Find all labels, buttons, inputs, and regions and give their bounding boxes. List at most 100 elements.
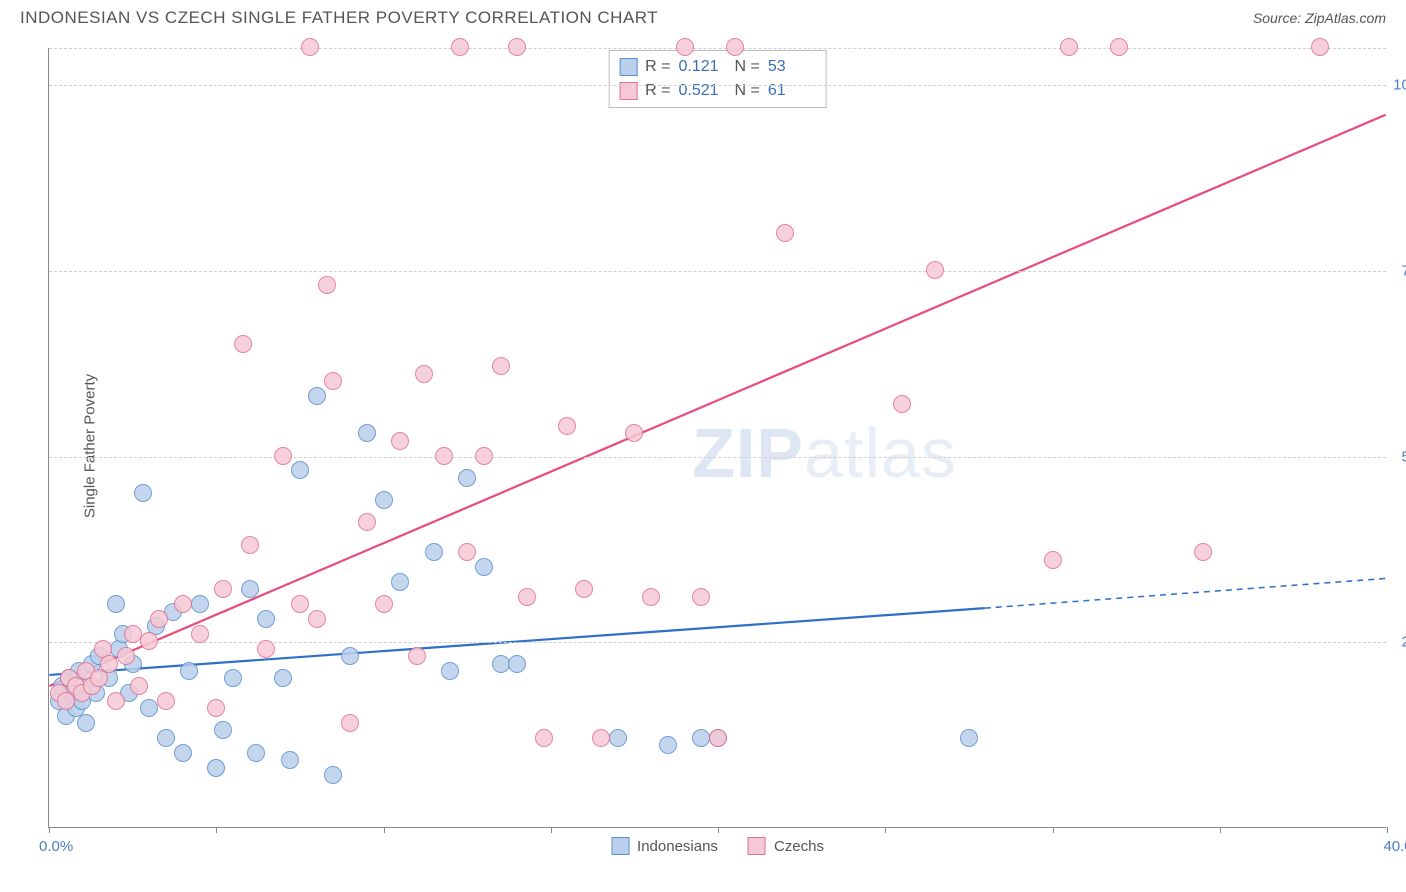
data-point-czechs — [1060, 38, 1078, 56]
x-tick — [216, 827, 217, 833]
x-tick — [885, 827, 886, 833]
data-point-czechs — [1110, 38, 1128, 56]
x-tick — [1220, 827, 1221, 833]
data-point-czechs — [150, 610, 168, 628]
scatter-plot-area: ZIPatlas R = 0.121 N = 53 R = 0.521 N = … — [48, 48, 1386, 828]
gridline — [49, 271, 1386, 272]
data-point-czechs — [709, 729, 727, 747]
data-point-czechs — [107, 692, 125, 710]
data-point-czechs — [508, 38, 526, 56]
stats-row-indonesians: R = 0.121 N = 53 — [619, 55, 816, 79]
data-point-czechs — [926, 261, 944, 279]
data-point-czechs — [692, 588, 710, 606]
data-point-indonesians — [241, 580, 259, 598]
x-tick — [49, 827, 50, 833]
data-point-indonesians — [291, 461, 309, 479]
swatch-indonesians — [619, 58, 637, 76]
data-point-czechs — [415, 365, 433, 383]
y-tick-label: 50.0% — [1401, 448, 1406, 465]
data-point-czechs — [535, 729, 553, 747]
data-point-czechs — [642, 588, 660, 606]
data-point-indonesians — [214, 721, 232, 739]
swatch-czechs-legend — [748, 837, 766, 855]
data-point-czechs — [174, 595, 192, 613]
data-point-czechs — [301, 38, 319, 56]
gridline — [49, 642, 1386, 643]
data-point-czechs — [592, 729, 610, 747]
data-point-czechs — [124, 625, 142, 643]
data-point-czechs — [117, 647, 135, 665]
data-point-czechs — [207, 699, 225, 717]
data-point-czechs — [558, 417, 576, 435]
data-point-czechs — [100, 655, 118, 673]
r-value-indonesians: 0.121 — [679, 55, 727, 79]
data-point-czechs — [1044, 551, 1062, 569]
x-tick — [551, 827, 552, 833]
x-tick — [1053, 827, 1054, 833]
y-tick-label: 75.0% — [1401, 262, 1406, 279]
data-point-czechs — [257, 640, 275, 658]
gridline — [49, 457, 1386, 458]
data-point-czechs — [625, 424, 643, 442]
data-point-indonesians — [425, 543, 443, 561]
data-point-czechs — [726, 38, 744, 56]
data-point-indonesians — [441, 662, 459, 680]
data-point-czechs — [435, 447, 453, 465]
data-point-indonesians — [508, 655, 526, 673]
data-point-indonesians — [207, 759, 225, 777]
data-point-indonesians — [77, 714, 95, 732]
data-point-indonesians — [274, 669, 292, 687]
data-point-czechs — [157, 692, 175, 710]
data-point-czechs — [324, 372, 342, 390]
data-point-czechs — [140, 632, 158, 650]
data-point-czechs — [1311, 38, 1329, 56]
data-point-indonesians — [492, 655, 510, 673]
gridline — [49, 85, 1386, 86]
x-tick — [1387, 827, 1388, 833]
data-point-czechs — [451, 38, 469, 56]
y-tick-label: 25.0% — [1401, 634, 1406, 651]
n-value-indonesians: 53 — [768, 55, 816, 79]
data-point-czechs — [214, 580, 232, 598]
data-point-czechs — [492, 357, 510, 375]
data-point-indonesians — [659, 736, 677, 754]
y-tick-label: 100.0% — [1393, 77, 1406, 94]
data-point-indonesians — [308, 387, 326, 405]
swatch-indonesians-legend — [611, 837, 629, 855]
data-point-czechs — [291, 595, 309, 613]
data-point-indonesians — [391, 573, 409, 591]
data-point-czechs — [518, 588, 536, 606]
data-point-indonesians — [692, 729, 710, 747]
x-max-label: 40.0% — [1383, 838, 1406, 855]
data-point-indonesians — [140, 699, 158, 717]
data-point-czechs — [893, 395, 911, 413]
chart-title: INDONESIAN VS CZECH SINGLE FATHER POVERT… — [20, 8, 658, 28]
data-point-czechs — [676, 38, 694, 56]
data-point-indonesians — [324, 766, 342, 784]
data-point-czechs — [241, 536, 259, 554]
data-point-czechs — [318, 276, 336, 294]
data-point-indonesians — [358, 424, 376, 442]
data-point-indonesians — [157, 729, 175, 747]
data-point-czechs — [234, 335, 252, 353]
x-tick — [384, 827, 385, 833]
data-point-czechs — [458, 543, 476, 561]
data-point-indonesians — [134, 484, 152, 502]
data-point-indonesians — [375, 491, 393, 509]
data-point-indonesians — [281, 751, 299, 769]
data-point-indonesians — [458, 469, 476, 487]
data-point-czechs — [308, 610, 326, 628]
data-point-czechs — [191, 625, 209, 643]
trend-lines — [49, 48, 1386, 827]
data-point-czechs — [130, 677, 148, 695]
x-tick — [718, 827, 719, 833]
gridline — [49, 48, 1386, 49]
x-origin-label: 0.0% — [39, 838, 73, 855]
data-point-czechs — [375, 595, 393, 613]
data-point-indonesians — [174, 744, 192, 762]
correlation-stats-box: R = 0.121 N = 53 R = 0.521 N = 61 — [608, 50, 827, 108]
data-point-indonesians — [960, 729, 978, 747]
data-point-indonesians — [191, 595, 209, 613]
stats-row-czechs: R = 0.521 N = 61 — [619, 79, 816, 103]
series-legend: Indonesians Czechs — [611, 837, 824, 855]
